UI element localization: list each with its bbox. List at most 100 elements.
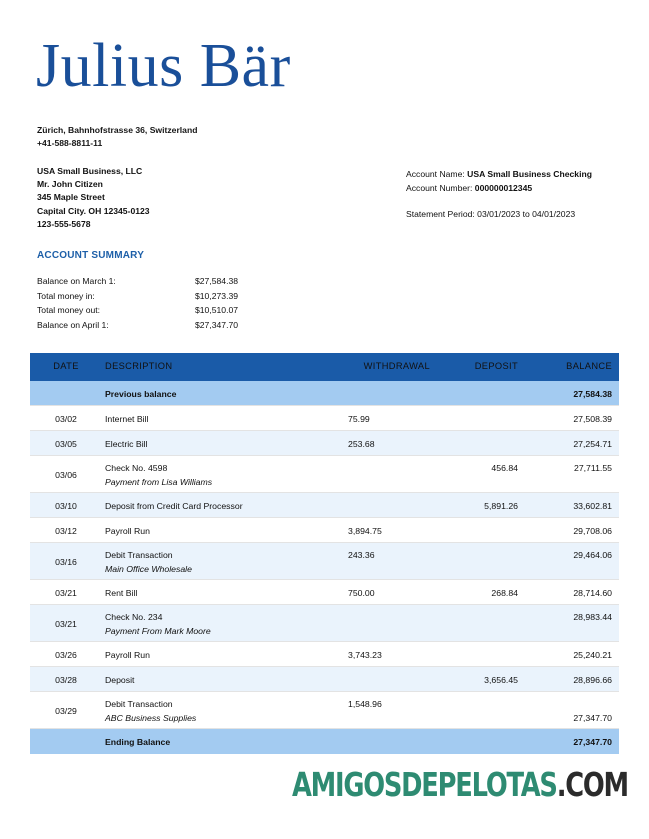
row-withdrawal: 75.99 [348, 414, 370, 424]
row-date: 03/21 [55, 588, 77, 598]
row-date: 03/26 [55, 650, 77, 660]
column-header-withdrawal: WITHDRAWAL [363, 361, 430, 371]
table-row: 03/12 Payroll Run 3,894.75 29,708.06 [30, 518, 619, 543]
account-summary-title: ACCOUNT SUMMARY [37, 250, 145, 261]
watermark-primary: AMIGOSDEPELOTAS [292, 765, 558, 804]
row-balance: 29,708.06 [573, 526, 612, 536]
row-subdescription: ABC Business Supplies [105, 713, 197, 723]
table-row: 03/26 Payroll Run 3,743.23 25,240.21 [30, 642, 619, 667]
row-date: 03/21 [55, 619, 77, 629]
statement-period: Statement Period: 03/01/2023 to 04/01/20… [406, 209, 576, 220]
row-deposit: 3,656.45 [484, 675, 518, 685]
summary-label: Total money in: [37, 290, 95, 301]
previous-balance-row: Previous balance 27,584.38 [30, 381, 619, 406]
row-balance: 27,347.70 [573, 713, 612, 723]
transactions-table: DATE DESCRIPTION WITHDRAWAL DEPOSIT BALA… [30, 353, 619, 754]
table-row: 03/06 Check No. 4598 Payment from Lisa W… [30, 456, 619, 493]
account-meta-block: Account Name: USA Small Business Checkin… [406, 168, 592, 222]
bank-address: Zürich, Bahnhofstrasse 36, Switzerland +… [37, 124, 197, 150]
row-withdrawal: 243.36 [348, 550, 375, 560]
row-withdrawal: 3,894.75 [348, 526, 382, 536]
row-balance: 28,714.60 [573, 588, 612, 598]
row-balance: 27,254.71 [573, 439, 612, 449]
watermark-suffix: .COM [556, 765, 629, 804]
table-row: 03/10 Deposit from Credit Card Processor… [30, 493, 619, 518]
customer-city-state-zip: Capital City. OH 12345-0123 [37, 205, 150, 216]
row-description: Rent Bill [105, 588, 138, 598]
row-deposit: 5,891.26 [484, 501, 518, 511]
row-balance: 27,508.39 [573, 414, 612, 424]
row-balance: 28,983.44 [573, 612, 612, 622]
summary-value: $27,347.70 [195, 320, 239, 331]
summary-label: Balance on April 1: [37, 320, 109, 331]
row-description: Payroll Run [105, 526, 150, 536]
summary-value: $10,510.07 [195, 305, 239, 316]
row-date: 03/02 [55, 414, 77, 424]
bank-logo: Julius Bär [36, 32, 291, 100]
customer-name: Mr. John Citizen [37, 179, 103, 190]
row-subdescription: Payment From Mark Moore [105, 626, 211, 636]
row-date: 03/12 [55, 526, 77, 536]
row-description: Debit Transaction [105, 699, 173, 709]
column-header-description: DESCRIPTION [105, 361, 173, 371]
account-number-label: Account Number: [406, 182, 473, 193]
account-number-row: Account Number: 000000012345 [406, 182, 592, 196]
summary-value: $10,273.39 [195, 290, 239, 301]
bank-address-line: Zürich, Bahnhofstrasse 36, Switzerland [37, 125, 198, 135]
table-row: 03/02 Internet Bill 75.99 27,508.39 [30, 406, 619, 431]
account-name-label: Account Name: [406, 169, 465, 179]
row-date: 03/05 [55, 439, 77, 449]
row-subdescription: Main Office Wholesale [105, 564, 192, 574]
account-name-row: Account Name: USA Small Business Checkin… [406, 168, 592, 182]
table-row: 03/29 Debit Transaction ABC Business Sup… [30, 692, 619, 729]
row-description: Electric Bill [105, 439, 148, 449]
customer-company: USA Small Business, LLC [37, 166, 143, 176]
column-header-deposit: DEPOSIT [474, 361, 518, 371]
row-withdrawal: 253.68 [348, 439, 375, 449]
table-row: 03/05 Electric Bill 253.68 27,254.71 [30, 431, 619, 456]
ending-balance-label: Ending Balance [105, 737, 171, 747]
account-name-value: USA Small Business Checking [467, 169, 592, 179]
customer-street: 345 Maple Street [37, 192, 105, 203]
row-deposit: 268.84 [491, 588, 518, 598]
row-subdescription: Payment from Lisa Williams [105, 477, 213, 487]
customer-phone: 123-555-5678 [37, 218, 91, 229]
previous-balance-label: Previous balance [105, 389, 177, 399]
row-description: Deposit from Credit Card Processor [105, 501, 243, 511]
table-row: 03/21 Rent Bill 750.00 268.84 28,714.60 [30, 580, 619, 605]
row-withdrawal: 3,743.23 [348, 650, 382, 660]
row-date: 03/10 [55, 501, 77, 511]
account-number-value: 000000012345 [474, 182, 533, 193]
row-description: Internet Bill [105, 414, 149, 424]
table-row: 03/21 Check No. 234 Payment From Mark Mo… [30, 605, 619, 642]
row-date: 03/29 [55, 706, 77, 716]
row-balance: 33,602.81 [573, 501, 612, 511]
row-description: Payroll Run [105, 650, 150, 660]
column-header-date: DATE [53, 361, 79, 371]
summary-label: Total money out: [37, 305, 101, 316]
row-balance: 28,896.66 [573, 675, 612, 685]
table-row: 03/28 Deposit 3,656.45 28,896.66 [30, 667, 619, 692]
column-header-balance: BALANCE [566, 361, 612, 371]
bank-phone: +41-588-8811-11 [37, 138, 103, 148]
row-date: 03/06 [55, 470, 77, 480]
summary-label: Balance on March 1: [37, 276, 116, 286]
row-balance: 29,464.06 [573, 550, 612, 560]
customer-address-block: USA Small Business, LLC Mr. John Citizen… [37, 165, 150, 231]
site-watermark: AMIGOSDEPELOTAS.COM [292, 765, 629, 804]
row-balance: 27,711.55 [573, 463, 612, 473]
ending-balance-row: Ending Balance 27,347.70 [30, 729, 619, 754]
row-date: 03/16 [55, 557, 77, 567]
table-row: 03/16 Debit Transaction Main Office Whol… [30, 543, 619, 580]
table-header-row: DATE DESCRIPTION WITHDRAWAL DEPOSIT BALA… [30, 353, 619, 381]
row-deposit: 456.84 [491, 463, 518, 473]
row-description: Check No. 234 [105, 612, 163, 622]
row-description: Check No. 4598 [105, 463, 168, 473]
summary-value: $27,584.38 [195, 276, 239, 286]
row-date: 03/28 [55, 675, 77, 685]
row-description: Deposit [105, 675, 135, 685]
row-balance: 25,240.21 [573, 650, 612, 660]
previous-balance-amount: 27,584.38 [573, 389, 612, 399]
row-withdrawal: 750.00 [348, 588, 375, 598]
